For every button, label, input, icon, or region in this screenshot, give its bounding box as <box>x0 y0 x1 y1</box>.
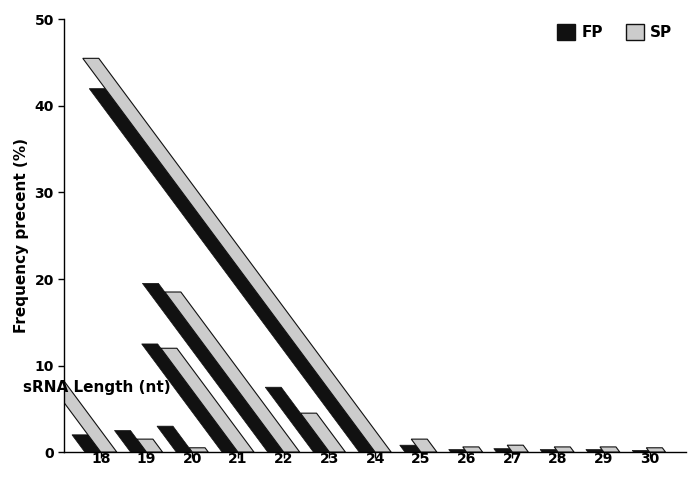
Bar <box>508 445 528 452</box>
Bar <box>142 283 284 452</box>
Bar <box>141 344 238 452</box>
Bar <box>157 426 193 452</box>
Bar <box>449 449 467 452</box>
Bar <box>540 449 558 452</box>
Bar <box>0 19 117 452</box>
X-axis label: sRNA Length (nt): sRNA Length (nt) <box>23 380 171 395</box>
Bar <box>164 292 300 452</box>
Bar <box>554 447 574 452</box>
Bar <box>137 439 162 452</box>
Bar <box>646 448 666 452</box>
Bar <box>463 447 482 452</box>
Bar <box>412 439 437 452</box>
Bar <box>115 431 146 452</box>
Bar <box>72 435 101 452</box>
Bar <box>400 445 421 452</box>
Bar <box>300 413 346 452</box>
Bar <box>189 448 209 452</box>
Bar <box>586 449 604 452</box>
Bar <box>494 449 512 452</box>
Bar <box>90 89 375 452</box>
Bar <box>632 450 650 452</box>
Y-axis label: Frequency precent (%): Frequency precent (%) <box>14 138 29 333</box>
Bar <box>600 447 620 452</box>
Bar <box>161 348 254 452</box>
Legend: FP, SP: FP, SP <box>551 18 678 47</box>
Bar <box>265 387 330 452</box>
Bar <box>83 59 391 452</box>
